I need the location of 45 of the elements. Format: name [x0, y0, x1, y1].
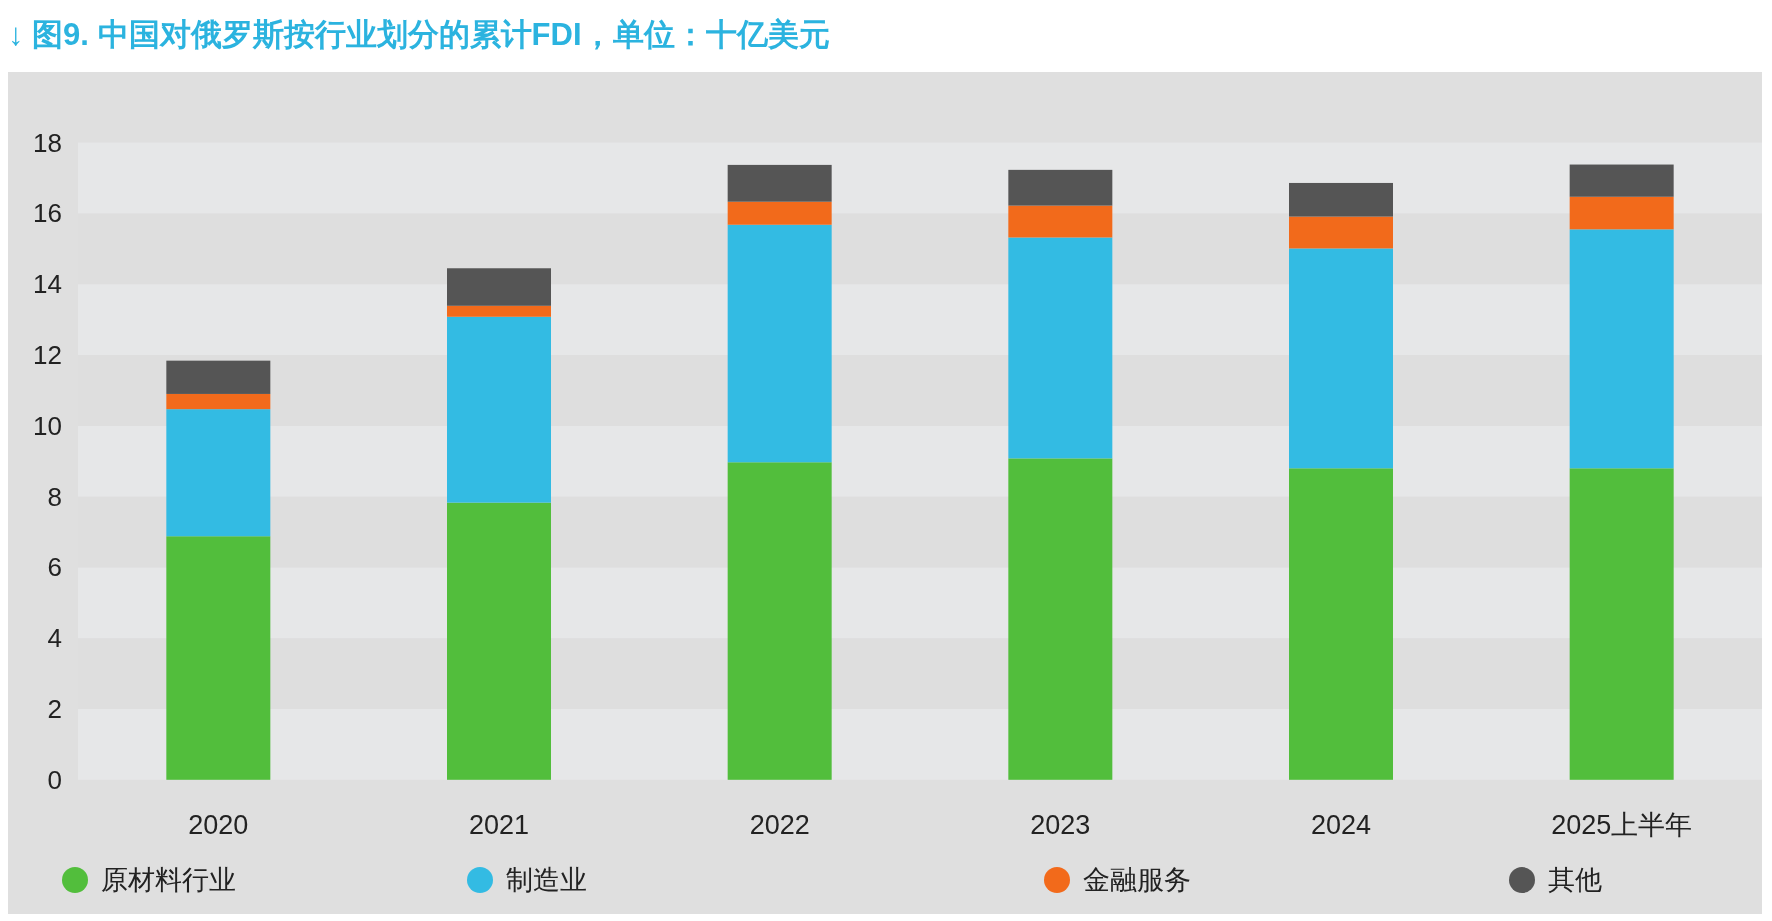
bar	[166, 393, 271, 410]
bar	[1289, 248, 1393, 469]
x-tick-label: 2023	[1030, 810, 1091, 840]
bar	[1289, 468, 1393, 780]
bar	[1008, 458, 1113, 780]
x-tick-label: 2021	[468, 810, 530, 840]
x-tick-label: 2024	[1310, 810, 1372, 840]
bar	[727, 224, 832, 463]
bar	[166, 536, 271, 780]
bar	[447, 268, 551, 306]
y-tick-label: 2	[47, 694, 62, 724]
title: ↓ 图9. 中国对俄罗斯按行业划分的累计FDI，单位：十亿美元	[8, 17, 830, 52]
bar	[447, 316, 551, 503]
legend-label: 原材料行业	[101, 865, 236, 895]
bar	[1008, 169, 1113, 206]
legend-label: 金融服务	[1083, 865, 1191, 895]
bar	[166, 409, 271, 537]
bar	[1008, 205, 1113, 238]
y-tick-label: 8	[47, 481, 62, 512]
y-tick-label: 16	[33, 198, 62, 229]
y-tick-label: 4	[47, 623, 62, 654]
y-tick-label: 14	[33, 269, 62, 300]
x-tick-label: 2022	[749, 810, 810, 840]
bar	[1289, 182, 1393, 217]
bar	[166, 360, 271, 394]
y-tick-label: 0	[47, 764, 62, 795]
bar	[727, 462, 832, 780]
bar	[727, 201, 832, 225]
bar	[1569, 164, 1674, 197]
y-tick-label: 10	[33, 410, 62, 441]
bar	[447, 502, 551, 780]
bar	[1008, 237, 1113, 459]
legend-label: 制造业	[506, 865, 587, 895]
y-tick-label: 18	[33, 127, 62, 158]
bar	[1569, 468, 1674, 780]
legend-label: 其他	[1548, 865, 1602, 895]
bar	[447, 305, 551, 317]
bar	[727, 164, 832, 202]
bar	[1569, 229, 1674, 469]
y-tick-label: 12	[33, 340, 62, 370]
bar	[1289, 216, 1393, 249]
x-tick-label: 2025上半年	[1551, 810, 1693, 840]
bar	[1569, 196, 1674, 230]
y-tick-label: 6	[47, 552, 62, 583]
x-tick-label: 2020	[188, 810, 249, 840]
